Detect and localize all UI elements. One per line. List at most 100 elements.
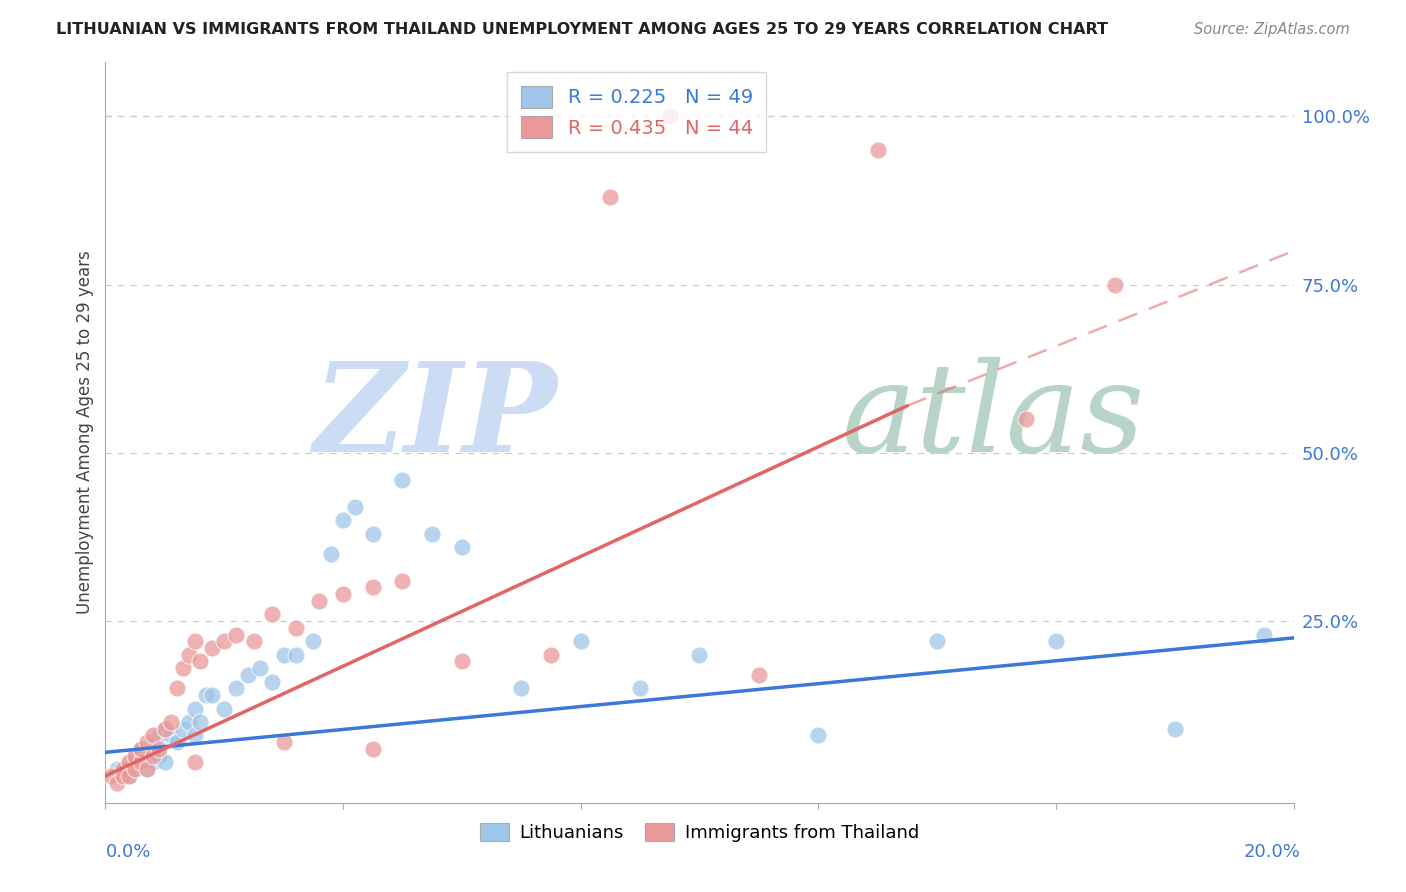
Point (148, 742, 170, 756)
Point (225, 627, 247, 641)
Y-axis label: Unemployment Among Ages 25 to 29 years: Unemployment Among Ages 25 to 29 years (76, 251, 94, 615)
Point (332, 513, 354, 527)
Point (166, 681, 188, 696)
Point (129, 742, 152, 756)
Point (214, 701, 236, 715)
Point (195, 688, 218, 702)
Point (308, 594, 330, 608)
Point (450, 655, 472, 669)
Point (142, 756, 165, 770)
Point (332, 587, 354, 601)
Point (129, 756, 152, 770)
Point (243, 634, 266, 648)
Point (136, 735, 159, 749)
Point (183, 756, 205, 770)
Point (112, 769, 135, 783)
Point (260, 607, 283, 622)
Point (1045, 634, 1067, 648)
Text: atlas: atlas (842, 357, 1146, 479)
Text: 20.0%: 20.0% (1244, 843, 1301, 861)
Point (540, 648, 562, 662)
Point (124, 748, 146, 763)
Point (236, 668, 259, 682)
Point (866, 143, 889, 157)
Point (153, 722, 176, 736)
Point (136, 762, 159, 776)
Point (748, 668, 770, 682)
Point (510, 681, 533, 696)
Point (136, 748, 159, 763)
Point (201, 688, 224, 702)
Point (420, 526, 443, 541)
Point (569, 634, 592, 648)
Point (177, 714, 200, 729)
Point (112, 769, 135, 783)
Point (201, 640, 224, 655)
Point (129, 756, 152, 770)
Point (118, 756, 141, 770)
Point (391, 574, 413, 588)
Point (225, 681, 247, 696)
Point (190, 714, 212, 729)
Point (260, 674, 283, 689)
Point (129, 742, 152, 756)
Point (599, 190, 621, 204)
Point (361, 581, 384, 595)
Point (112, 762, 135, 776)
Point (391, 473, 413, 487)
Point (172, 661, 194, 675)
Point (118, 769, 141, 783)
Point (450, 540, 472, 554)
Point (124, 762, 146, 776)
Point (183, 634, 205, 648)
Text: Source: ZipAtlas.com: Source: ZipAtlas.com (1194, 22, 1350, 37)
Point (172, 722, 194, 736)
Point (124, 762, 146, 776)
Point (124, 748, 146, 763)
Point (142, 748, 165, 763)
Point (249, 661, 271, 675)
Text: LITHUANIAN VS IMMIGRANTS FROM THAILAND UNEMPLOYMENT AMONG AGES 25 TO 29 YEARS CO: LITHUANIAN VS IMMIGRANTS FROM THAILAND U… (56, 22, 1108, 37)
Point (1253, 627, 1275, 641)
Point (321, 547, 343, 561)
Point (927, 634, 949, 648)
Point (105, 762, 128, 776)
Point (100, 769, 122, 783)
Text: 0.0%: 0.0% (105, 843, 150, 861)
Point (148, 729, 170, 743)
Point (1015, 412, 1038, 426)
Point (1164, 722, 1187, 736)
Point (343, 500, 366, 514)
Point (159, 729, 181, 743)
Point (183, 729, 205, 743)
Point (190, 655, 212, 669)
Point (284, 621, 307, 635)
Point (136, 762, 159, 776)
Point (689, 648, 711, 662)
Point (159, 714, 181, 729)
Point (361, 526, 384, 541)
Point (183, 701, 205, 715)
Point (148, 748, 170, 763)
Text: ZIP: ZIP (314, 357, 557, 479)
Point (153, 722, 176, 736)
Point (142, 735, 165, 749)
Point (142, 729, 165, 743)
Point (273, 735, 295, 749)
Point (118, 769, 141, 783)
Point (658, 109, 681, 123)
Point (273, 648, 295, 662)
Point (118, 756, 141, 770)
Point (177, 648, 200, 662)
Point (628, 681, 651, 696)
Point (302, 634, 325, 648)
Point (166, 735, 188, 749)
Point (361, 742, 384, 756)
Point (807, 729, 830, 743)
Point (105, 775, 128, 789)
Point (1104, 277, 1126, 292)
Point (284, 648, 307, 662)
Point (214, 634, 236, 648)
Point (153, 756, 176, 770)
Legend: Lithuanians, Immigrants from Thailand: Lithuanians, Immigrants from Thailand (472, 815, 927, 849)
